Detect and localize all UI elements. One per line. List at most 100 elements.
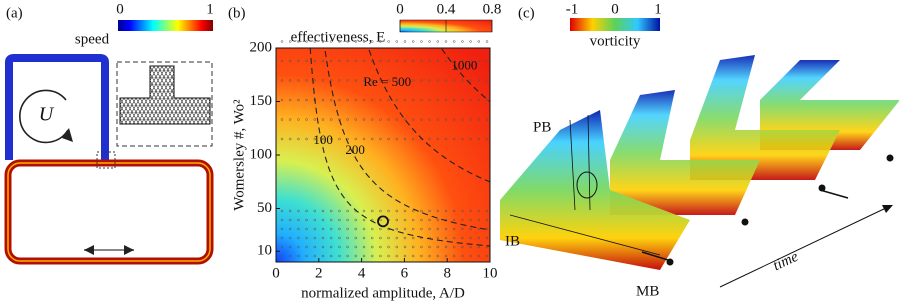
sample-dot xyxy=(362,79,366,82)
sample-dot xyxy=(469,98,472,102)
sample-dot xyxy=(305,227,308,231)
sample-dot xyxy=(461,209,464,213)
sample-dot xyxy=(297,254,300,258)
sample-dot xyxy=(280,245,284,249)
sample-dot xyxy=(395,59,399,63)
sample-dot xyxy=(485,79,489,82)
contour xyxy=(441,48,491,103)
sample-dot xyxy=(321,236,325,240)
sample-dot xyxy=(288,137,292,141)
sample-dot xyxy=(485,218,489,222)
sample-dot xyxy=(452,137,456,141)
sample-dot xyxy=(297,218,300,222)
sample-dot xyxy=(444,98,448,102)
sample-dot xyxy=(329,227,333,231)
sample-dot xyxy=(428,245,431,249)
sample-dot xyxy=(354,79,358,82)
sample-dot xyxy=(436,40,440,43)
sample-dot xyxy=(329,79,333,82)
sample-dot xyxy=(403,98,407,102)
sample-dot xyxy=(305,59,308,63)
sample-dot xyxy=(288,236,292,240)
sample-dot xyxy=(338,245,341,249)
sample-dot xyxy=(420,209,423,213)
sample-dot xyxy=(469,227,472,231)
sample-dot xyxy=(411,59,415,63)
sample-dot xyxy=(370,40,374,43)
sample-dot xyxy=(379,118,382,121)
sample-dot xyxy=(288,245,292,249)
sample-dot xyxy=(403,236,407,240)
colorbar-tick-label: 0 xyxy=(396,1,404,17)
sample-dot xyxy=(354,245,358,249)
sample-dot xyxy=(354,59,358,63)
colorbar-tick: 1 xyxy=(654,1,662,17)
sample-dot xyxy=(354,40,358,43)
sample-dot xyxy=(362,254,366,258)
sample-dot xyxy=(387,79,390,82)
sample-dot xyxy=(305,254,308,258)
sample-dot xyxy=(444,137,448,141)
y-tick-label: 10 xyxy=(257,243,272,259)
sample-dot xyxy=(461,236,464,240)
sample-dot xyxy=(370,254,374,258)
sample-dot xyxy=(485,137,489,141)
sample-dot xyxy=(461,227,464,231)
sample-dot xyxy=(379,40,382,43)
sample-dot xyxy=(370,98,374,102)
sample-dot xyxy=(411,209,415,213)
sample-dot xyxy=(469,40,472,43)
sample-dot xyxy=(288,59,292,63)
sample-dot xyxy=(329,59,333,63)
sample-dot xyxy=(313,118,317,121)
sample-dot xyxy=(452,254,456,258)
sample-dot xyxy=(403,137,407,141)
sample-dot xyxy=(485,59,489,63)
sample-dot xyxy=(321,209,325,213)
sample-dot xyxy=(477,118,481,121)
sample-dot xyxy=(288,98,292,102)
sample-dot xyxy=(428,227,431,231)
colorbar-tick: 1 xyxy=(206,1,214,17)
panel-a: (a) 0 1 speed U xyxy=(4,1,214,265)
sample-dot xyxy=(379,245,382,249)
sample-dot xyxy=(403,254,407,258)
y-axis-label: Womersley #, Wo² xyxy=(231,99,247,211)
sample-dot xyxy=(420,254,423,258)
colorbar-title: vorticity xyxy=(590,33,641,49)
sample-dot xyxy=(411,137,415,141)
sample-dot xyxy=(288,227,292,231)
sample-dot xyxy=(346,59,349,63)
sample-dot xyxy=(313,137,317,141)
sample-dot xyxy=(346,209,349,213)
sample-dot xyxy=(305,236,308,240)
sample-dot xyxy=(379,59,382,63)
sample-dot xyxy=(288,118,292,121)
sample-dot xyxy=(305,209,308,213)
sample-dot xyxy=(338,218,341,222)
sample-dot xyxy=(313,59,317,63)
sample-dot xyxy=(338,40,341,43)
sample-dot xyxy=(297,40,300,43)
sample-dot xyxy=(313,227,317,231)
sample-dot xyxy=(354,98,358,102)
sample-dot xyxy=(436,79,440,82)
colorbar-tick: -1 xyxy=(566,1,579,17)
sample-dot xyxy=(370,137,374,141)
sample-dot xyxy=(387,254,390,258)
sample-dot xyxy=(313,209,317,213)
contour-label: 100 xyxy=(313,132,333,147)
mesh xyxy=(119,65,211,125)
sample-dot xyxy=(395,98,399,102)
sample-dot xyxy=(329,118,333,121)
sample-dot xyxy=(420,118,423,121)
panel-c: (c) -1 0 1 vorticity PB IB MB time xyxy=(500,1,899,299)
sample-dot xyxy=(321,118,325,121)
sample-dot xyxy=(362,236,366,240)
y-tick-label: 200 xyxy=(250,39,273,55)
sample-dot xyxy=(288,209,292,213)
sample-dot xyxy=(354,118,358,121)
sample-dot xyxy=(461,218,464,222)
sample-dot xyxy=(403,40,407,43)
panel-label: (a) xyxy=(6,5,23,21)
